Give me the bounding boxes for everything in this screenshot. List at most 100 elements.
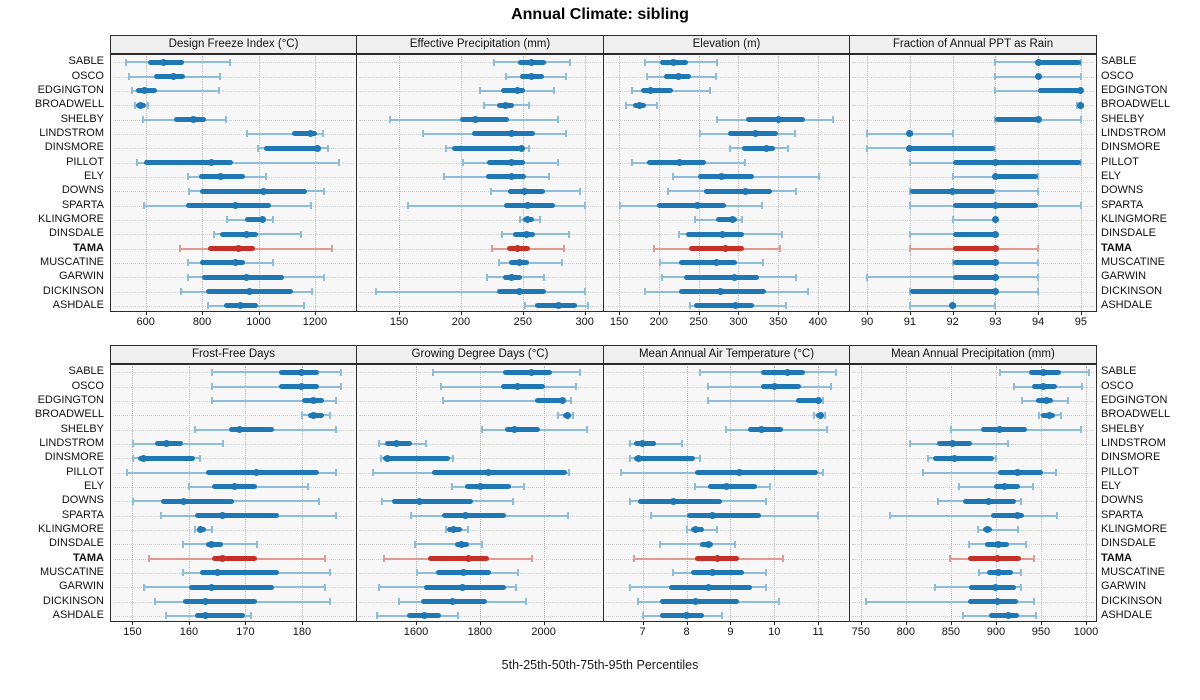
whisker-cap-ASHDALE bbox=[688, 302, 691, 310]
row-gridline bbox=[359, 305, 601, 307]
station-label-ely: ELY bbox=[84, 169, 104, 182]
whisker-cap-TAMA bbox=[490, 245, 493, 252]
x-gridline bbox=[132, 366, 134, 620]
station-label-lindstrom: LINDSTROM bbox=[1101, 126, 1166, 139]
station-label-shelby: SHELBY bbox=[1101, 112, 1145, 125]
median-dot-KLINGMORE bbox=[258, 216, 266, 224]
whisker-cap-DINSDALE bbox=[781, 230, 783, 238]
interquartile-bar-MUSCATINE bbox=[690, 570, 744, 576]
whisker-cap-LINDSTROM bbox=[628, 440, 631, 448]
whisker-cap-SPARTA bbox=[406, 202, 409, 209]
median-dot-DOWNS bbox=[949, 187, 957, 195]
station-label-tama: TAMA bbox=[73, 241, 104, 254]
whisker-cap-TAMA bbox=[1037, 245, 1040, 252]
x-gridline bbox=[258, 56, 260, 310]
whisker-cap-KLINGMORE bbox=[685, 526, 688, 534]
x-tick-label: 600 bbox=[136, 316, 155, 328]
median-dot-GARWIN bbox=[992, 583, 1000, 591]
whisker-cap-DOWNS bbox=[1020, 497, 1023, 505]
median-dot-DICKINSON bbox=[515, 288, 523, 295]
interquartile-bar-MUSCATINE bbox=[200, 260, 245, 266]
whisker-cap-SPARTA bbox=[888, 512, 891, 519]
x-tickmark bbox=[818, 621, 820, 625]
interquartile-bar-ASHDALE bbox=[693, 303, 755, 309]
median-dot-SHELBY bbox=[190, 116, 198, 123]
station-label-edgington: EDGINGTON bbox=[1101, 393, 1168, 406]
whisker-cap-DINSMORE bbox=[728, 144, 731, 152]
station-label-sable: SABLE bbox=[1101, 365, 1137, 378]
row-gridline bbox=[359, 529, 601, 531]
whisker-cap-DINSDALE bbox=[733, 540, 736, 548]
row-gridline bbox=[606, 458, 847, 460]
x-tickmark bbox=[1040, 621, 1042, 625]
interquartile-bar-DINSMORE bbox=[263, 145, 322, 151]
whisker-cap-SPARTA bbox=[143, 202, 145, 209]
station-label-tama: TAMA bbox=[1101, 241, 1132, 254]
interquartile-bar-DINSMORE bbox=[452, 145, 526, 151]
whisker-cap-LINDSTROM bbox=[221, 440, 224, 448]
interquartile-bar-DOWNS bbox=[160, 498, 235, 504]
median-dot-EDGINGTON bbox=[814, 397, 822, 405]
x-tickmark bbox=[132, 621, 134, 625]
whisker-cap-DICKINSON bbox=[1032, 598, 1035, 605]
median-dot-ASHDALE bbox=[683, 612, 690, 620]
whisker-cap-MUSCATINE bbox=[658, 259, 661, 267]
panel-header: Frost-Free Days bbox=[110, 345, 357, 364]
interquartile-bar-KLINGMORE bbox=[716, 217, 737, 223]
interquartile-bar-DINSDALE bbox=[685, 231, 744, 237]
median-dot-LINDSTROM bbox=[307, 130, 315, 138]
panel-header: Effective Precipitation (mm) bbox=[356, 35, 604, 54]
interquartile-bar-OSCO bbox=[761, 384, 801, 389]
whisker-cap-SPARTA bbox=[310, 202, 313, 209]
median-dot-BROADWELL bbox=[502, 101, 509, 109]
whisker-cap-DICKINSON bbox=[525, 598, 528, 605]
whisker-cap-BROADWELL bbox=[656, 101, 659, 109]
whisker-cap-ASHDALE bbox=[375, 612, 378, 620]
median-dot-KLINGMORE bbox=[691, 526, 699, 534]
x-tickmark bbox=[817, 311, 819, 315]
x-gridline bbox=[778, 56, 780, 310]
whisker-cap-SABLE bbox=[125, 58, 127, 66]
whisker-cap-DINSMORE bbox=[628, 454, 631, 462]
x-tick-label: 90 bbox=[860, 316, 874, 328]
whisker-cap-SABLE bbox=[643, 58, 646, 66]
x-tick-label: 150 bbox=[123, 626, 142, 638]
median-dot-GARWIN bbox=[242, 273, 250, 281]
row-gridline bbox=[852, 386, 1094, 388]
whisker-cap-ELY bbox=[951, 173, 954, 181]
interquartile-bar-PILLOT bbox=[205, 470, 319, 475]
x-tickmark bbox=[909, 311, 911, 315]
whisker-cap-EDGINGTON bbox=[441, 397, 444, 405]
median-dot-DINSDALE bbox=[208, 540, 215, 548]
x-tickmark bbox=[1038, 311, 1040, 315]
row-gridline bbox=[606, 105, 847, 107]
whisker-cap-DOWNS bbox=[380, 497, 383, 505]
station-label-sparta: SPARTA bbox=[1101, 198, 1144, 211]
whisker-cap-DOWNS bbox=[937, 497, 940, 505]
station-label-lindstrom: LINDSTROM bbox=[39, 436, 104, 449]
panel-header: Fraction of Annual PPT as Rain bbox=[849, 35, 1097, 54]
median-dot-PILLOT bbox=[253, 469, 261, 476]
whisker-cap-DINSMORE bbox=[927, 454, 930, 462]
percentile-whisker-DINSDALE bbox=[415, 543, 483, 546]
whisker-cap-ASHDALE bbox=[165, 612, 168, 620]
x-tick-label: 2000 bbox=[531, 626, 556, 638]
whisker-cap-BROADWELL bbox=[134, 101, 136, 109]
whisker-cap-DINSMORE bbox=[326, 144, 329, 152]
whisker-cap-EDGINGTON bbox=[334, 397, 337, 405]
whisker-cap-SHELBY bbox=[481, 426, 484, 433]
x-tick-label: 800 bbox=[192, 316, 212, 328]
row-gridline bbox=[359, 105, 601, 107]
percentile-whisker-EDGINGTON bbox=[442, 399, 572, 402]
x-tick-label: 180 bbox=[292, 626, 312, 638]
whisker-cap-ASHDALE bbox=[994, 302, 997, 310]
whisker-cap-BROADWELL bbox=[147, 101, 149, 109]
station-label-dinsdale: DINSDALE bbox=[48, 227, 104, 240]
interquartile-bar-SHELBY bbox=[228, 427, 274, 432]
median-dot-TAMA bbox=[713, 555, 721, 562]
panel-header: Design Freeze Index (°C) bbox=[110, 35, 357, 54]
row-gridline bbox=[359, 277, 601, 279]
whisker-cap-SHELBY bbox=[725, 426, 727, 433]
whisker-cap-OSCO bbox=[565, 73, 568, 80]
station-label-pillot: PILLOT bbox=[66, 465, 104, 478]
